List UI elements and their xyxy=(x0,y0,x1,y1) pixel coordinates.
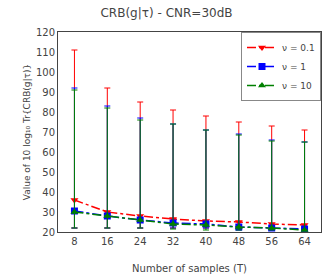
svg-text:ν = 1: ν = 1 xyxy=(282,62,306,72)
svg-text:CRB(g|τ) - CNR=30dB: CRB(g|τ) - CNR=30dB xyxy=(100,6,232,20)
svg-text:60: 60 xyxy=(42,147,55,158)
svg-text:120: 120 xyxy=(36,27,55,38)
svg-text:80: 80 xyxy=(42,107,55,118)
svg-text:48: 48 xyxy=(232,236,245,247)
svg-text:8: 8 xyxy=(71,236,77,247)
svg-text:40: 40 xyxy=(200,236,213,247)
svg-text:32: 32 xyxy=(167,236,180,247)
svg-text:24: 24 xyxy=(134,236,147,247)
svg-text:100: 100 xyxy=(36,67,55,78)
svg-text:16: 16 xyxy=(101,236,114,247)
svg-text:ν = 10: ν = 10 xyxy=(282,81,312,91)
svg-text:56: 56 xyxy=(265,236,278,247)
svg-text:20: 20 xyxy=(42,227,55,238)
svg-text:90: 90 xyxy=(42,87,55,98)
svg-text:40: 40 xyxy=(42,187,55,198)
svg-text:Value of 10 log₁₀ Tr{CRB(g|τ)}: Value of 10 log₁₀ Tr{CRB(g|τ)} xyxy=(22,64,32,200)
svg-text:Number of samples (T): Number of samples (T) xyxy=(132,263,247,274)
svg-text:50: 50 xyxy=(42,167,55,178)
svg-text:110: 110 xyxy=(36,47,55,58)
svg-text:64: 64 xyxy=(298,236,311,247)
svg-text:70: 70 xyxy=(42,127,55,138)
svg-text:30: 30 xyxy=(42,207,55,218)
svg-text:ν = 0.1: ν = 0.1 xyxy=(282,43,315,53)
